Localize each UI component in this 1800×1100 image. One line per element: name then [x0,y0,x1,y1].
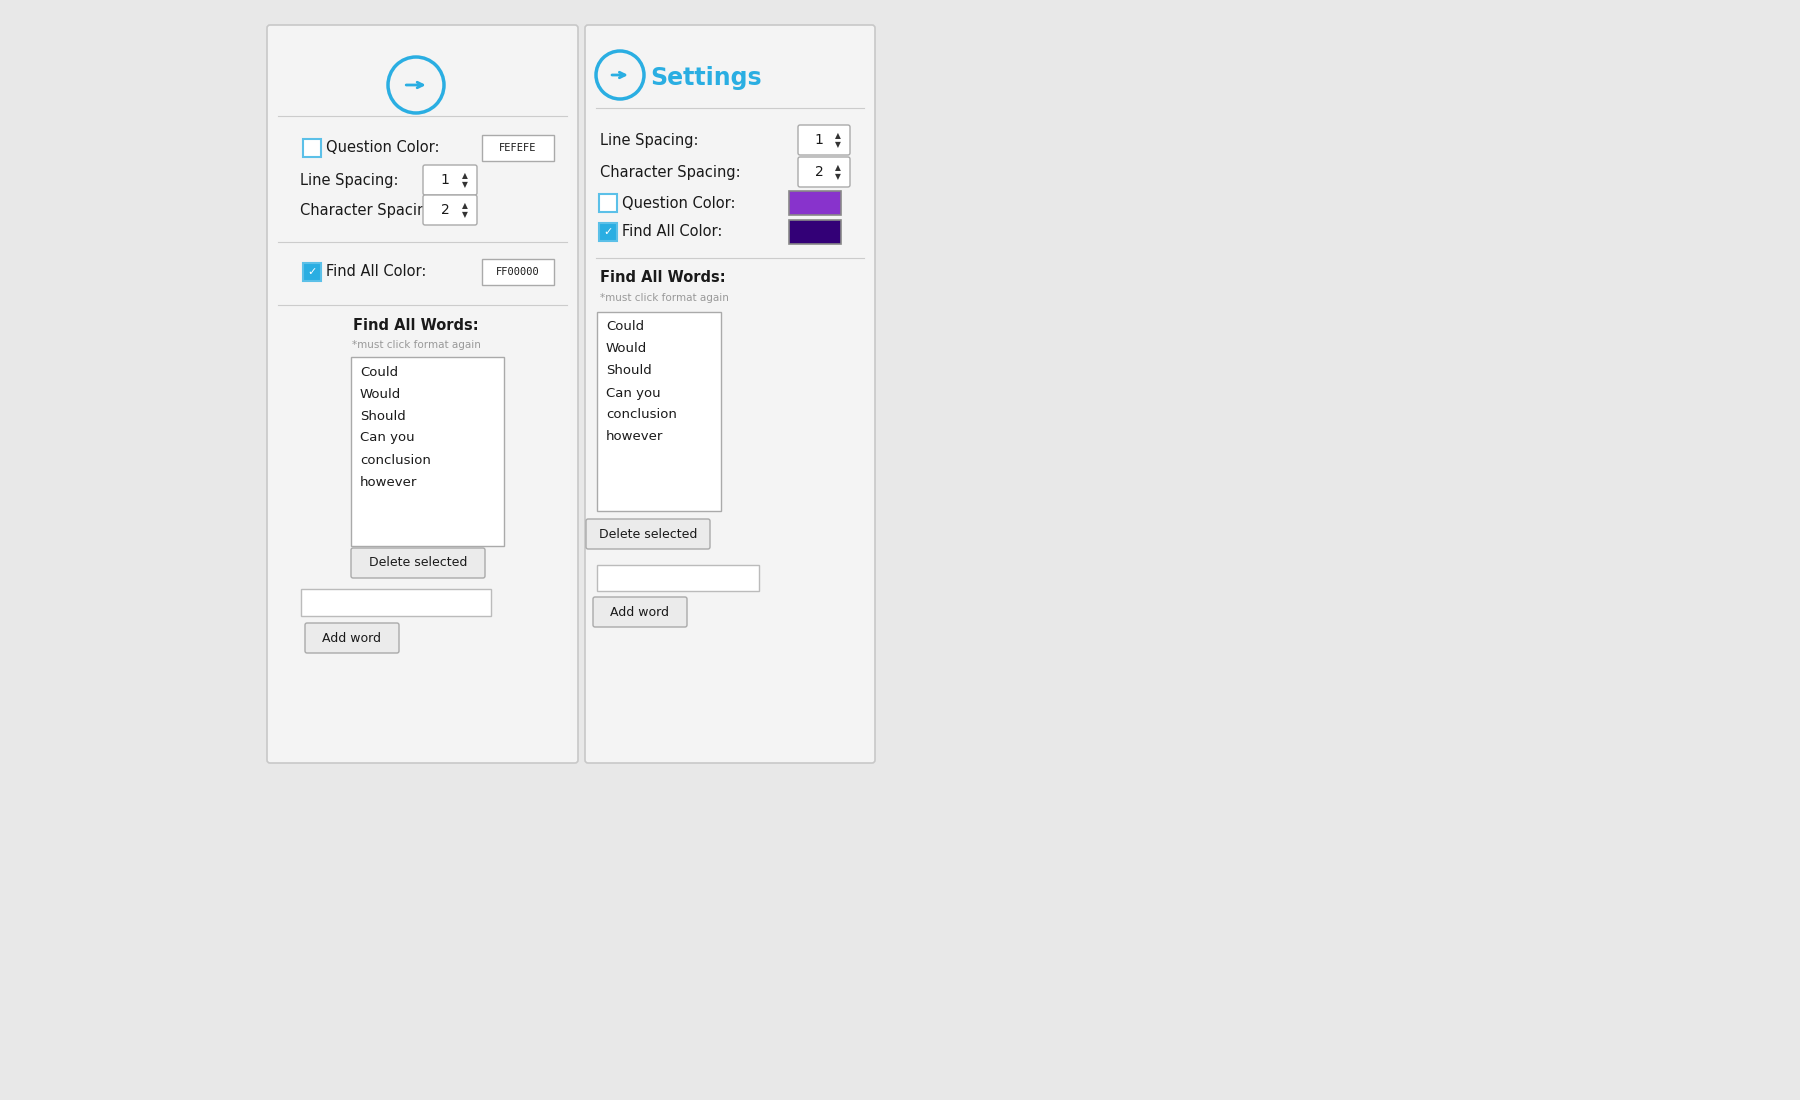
Text: Find All Color:: Find All Color: [623,224,722,240]
Text: 2: 2 [441,204,450,217]
FancyBboxPatch shape [599,223,617,241]
FancyBboxPatch shape [599,194,617,212]
Text: Delete selected: Delete selected [369,557,468,570]
FancyBboxPatch shape [301,588,491,616]
Text: ▼: ▼ [835,141,841,150]
Text: ▲: ▲ [835,132,841,141]
Text: ▼: ▼ [463,210,468,220]
FancyBboxPatch shape [423,195,477,226]
FancyBboxPatch shape [788,220,841,244]
Text: Can you: Can you [607,386,661,399]
FancyBboxPatch shape [351,358,504,546]
Text: Would: Would [360,387,401,400]
Text: Find All Color:: Find All Color: [326,264,427,279]
Text: *must click format again: *must click format again [351,340,481,350]
Text: ▲: ▲ [463,172,468,180]
Text: Add word: Add word [322,631,382,645]
Text: Should: Should [607,364,652,377]
Text: Could: Could [607,320,644,333]
Text: Should: Should [360,409,405,422]
Text: Character Spacing:: Character Spacing: [599,165,740,179]
Text: Find All Words:: Find All Words: [353,318,479,332]
FancyBboxPatch shape [598,565,760,591]
FancyBboxPatch shape [304,623,400,653]
Text: ▼: ▼ [463,180,468,189]
Text: Question Color:: Question Color: [326,141,439,155]
FancyBboxPatch shape [592,597,688,627]
FancyBboxPatch shape [598,312,722,512]
Text: conclusion: conclusion [360,453,430,466]
Text: Could: Could [360,365,398,378]
FancyBboxPatch shape [788,191,841,214]
Text: conclusion: conclusion [607,408,677,421]
Text: however: however [607,430,664,443]
Text: *must click format again: *must click format again [599,293,729,303]
Text: 2: 2 [815,165,824,179]
FancyBboxPatch shape [482,135,554,161]
Text: Line Spacing:: Line Spacing: [599,132,698,147]
Text: Character Spacing:: Character Spacing: [301,202,441,218]
Text: Question Color:: Question Color: [623,196,736,210]
Text: Find All Words:: Find All Words: [599,271,725,286]
Text: ▼: ▼ [835,173,841,182]
Text: FF00000: FF00000 [497,267,540,277]
FancyBboxPatch shape [351,548,484,578]
Text: Would: Would [607,342,648,355]
FancyBboxPatch shape [423,165,477,195]
FancyBboxPatch shape [266,25,578,763]
FancyBboxPatch shape [302,263,320,280]
Text: Line Spacing:: Line Spacing: [301,173,398,187]
Text: FEFEFE: FEFEFE [499,143,536,153]
Text: however: however [360,475,418,488]
Text: ✓: ✓ [603,227,612,236]
Text: ▲: ▲ [835,164,841,173]
Text: 1: 1 [815,133,824,147]
Text: Settings: Settings [650,66,761,90]
FancyBboxPatch shape [482,258,554,285]
Text: ✓: ✓ [308,267,317,277]
FancyBboxPatch shape [587,519,709,549]
Text: 1: 1 [441,173,450,187]
FancyBboxPatch shape [797,157,850,187]
FancyBboxPatch shape [797,125,850,155]
FancyBboxPatch shape [302,139,320,157]
Text: ▲: ▲ [463,201,468,210]
Text: Add word: Add word [610,605,670,618]
Text: Can you: Can you [360,431,414,444]
Text: Delete selected: Delete selected [599,528,697,540]
FancyBboxPatch shape [585,25,875,763]
